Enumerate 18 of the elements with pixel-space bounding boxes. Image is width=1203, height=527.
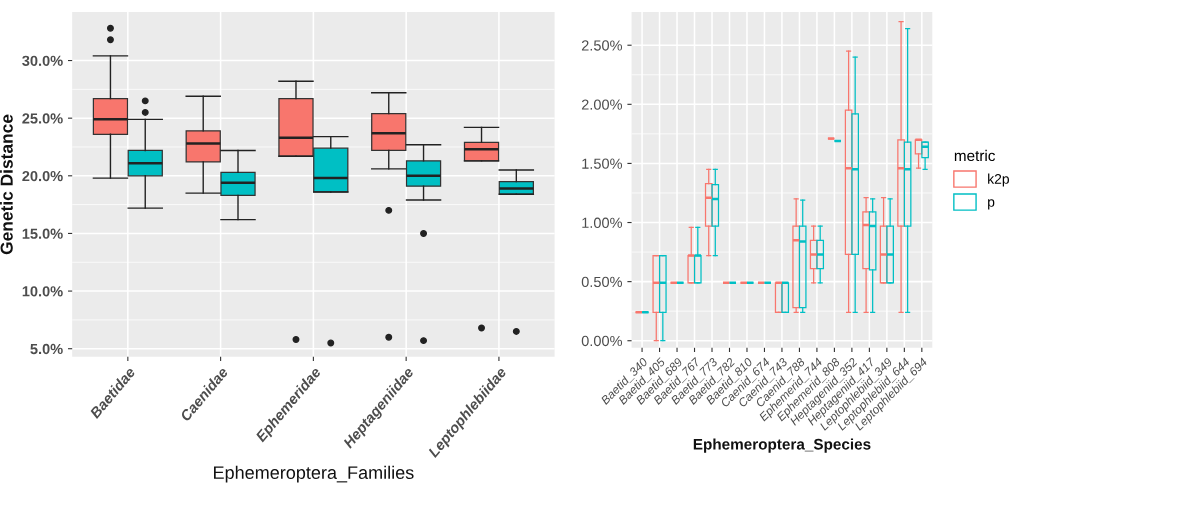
y-tick-label: 15.0%: [22, 228, 63, 239]
y-tick-label: 1.50%: [582, 158, 623, 169]
y-tick-label: 10.0%: [22, 286, 63, 297]
y-tick-label: 30.0%: [22, 55, 63, 66]
y-tick-label: 0.00%: [581, 335, 623, 347]
legend-title: metric: [954, 149, 996, 162]
y-tick-label: 1.00%: [582, 217, 623, 228]
x-axis-title: Ephemeroptera_Families: [214, 465, 414, 483]
legend-label: k2p: [988, 173, 1009, 187]
y-axis-title: Genetic Distance: [0, 114, 13, 255]
y-tick-label: 2.00%: [581, 99, 623, 110]
x-axis-title: Ephemeroptera_Species: [693, 438, 871, 453]
y-tick-label: 5.0%: [30, 343, 63, 355]
legend-label: p: [988, 199, 995, 210]
y-tick-label: 0.50%: [581, 276, 623, 288]
y-tick-label: 2.50%: [581, 40, 623, 51]
y-tick-label: 20.0%: [22, 170, 63, 182]
y-tick-label: 25.0%: [22, 113, 63, 124]
